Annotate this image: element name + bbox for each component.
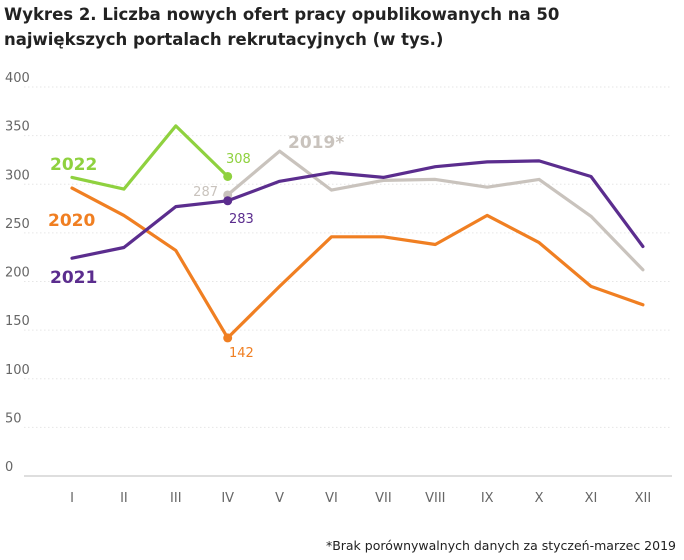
series-label-2021: 2021	[50, 268, 97, 288]
x-tick-label-I: I	[70, 491, 74, 506]
series-line-2021	[70, 159, 645, 260]
chart-title: Wykres 2. Liczba nowych ofert pracy opub…	[4, 5, 560, 49]
series-label-2022: 2022	[50, 155, 97, 175]
annotation-287: 287	[193, 185, 218, 200]
series-line-2020	[70, 186, 645, 340]
series-label-2020: 2020	[48, 211, 95, 231]
series-marker-2021	[223, 196, 233, 206]
y-tick-label-200: 200	[5, 266, 30, 281]
annotation-283: 283	[229, 212, 254, 227]
series-marker-2022	[223, 171, 233, 181]
x-tick-label-VIII: VIII	[425, 491, 445, 506]
x-tick-label-V: V	[275, 491, 284, 506]
x-axis-ticks: I II III IV V VI VII VIII IX X XI XII	[70, 491, 651, 506]
series-line-2022	[70, 124, 230, 191]
y-tick-label-150: 150	[5, 314, 30, 329]
y-tick-label-100: 100	[5, 363, 30, 378]
y-tick-label-50: 50	[5, 411, 22, 426]
series-line-2019	[226, 149, 645, 272]
chart-footnote: *Brak porównywalnych danych za styczeń-m…	[325, 538, 676, 553]
y-tick-label-300: 300	[5, 168, 30, 183]
x-tick-label-XI: XI	[585, 491, 598, 506]
annotation-308: 308	[226, 152, 251, 167]
grid-lines	[24, 86, 672, 477]
series-labels: 2019* 2020 2021 2022	[48, 133, 344, 288]
x-tick-label-VII: VII	[375, 491, 392, 506]
x-tick-label-II: II	[120, 491, 128, 506]
x-tick-label-IX: IX	[481, 491, 494, 506]
y-tick-label-250: 250	[5, 217, 30, 232]
y-axis-ticks: 0 50 100 150 200 250 300 350 400	[5, 71, 30, 475]
series-marker-2020	[223, 333, 233, 343]
series-label-2019: 2019*	[288, 133, 344, 153]
x-tick-label-XII: XII	[635, 491, 652, 506]
point-annotations: 287 308 283 142	[193, 152, 254, 361]
x-tick-label-III: III	[170, 491, 182, 506]
x-tick-label-IV: IV	[221, 491, 234, 506]
x-tick-label-X: X	[535, 491, 544, 506]
series-markers	[223, 171, 233, 343]
annotation-142: 142	[229, 346, 254, 361]
y-tick-label-350: 350	[5, 120, 30, 135]
x-tick-label-VI: VI	[325, 491, 338, 506]
series-lines	[70, 124, 645, 340]
y-tick-label-0: 0	[5, 460, 13, 475]
y-tick-label-400: 400	[5, 71, 30, 86]
